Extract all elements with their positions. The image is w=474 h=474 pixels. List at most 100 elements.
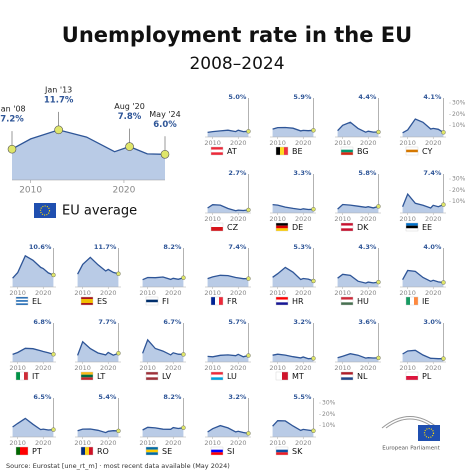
area: [272, 267, 314, 287]
flag-stripe: [211, 149, 223, 153]
y-tick-label: 10%: [322, 422, 336, 429]
flag-border: [275, 446, 289, 456]
flag-stripe: [146, 452, 158, 455]
flag-stripe: [276, 447, 288, 450]
x-tick-label: 2010: [334, 215, 351, 223]
x-tick-label: 2010: [9, 364, 26, 372]
country-label: PL: [422, 372, 432, 381]
flag-stripe: [81, 374, 93, 378]
flag-stripe: [341, 152, 353, 155]
x-tick-label: 2010: [9, 289, 26, 297]
flag-border: [275, 371, 289, 381]
flag-stripe: [341, 149, 353, 153]
value-label: 5.9%: [293, 93, 312, 101]
point: [181, 352, 186, 357]
source: Source: Eurostat [une_rt_m] · most recen…: [6, 462, 230, 470]
flag-border: [340, 371, 354, 381]
country-label: BE: [292, 147, 303, 156]
x-tick-label: 2020: [100, 289, 117, 297]
flag-stripe: [211, 152, 223, 155]
flag-stripe: [211, 223, 223, 227]
point: [51, 272, 56, 278]
x-tick-label: 2010: [269, 215, 286, 223]
x-tick-label: 2010: [74, 439, 91, 447]
point: [441, 280, 446, 285]
flag-stripe: [81, 297, 93, 299]
flag-border: [15, 371, 29, 381]
country-label: IT: [32, 372, 39, 381]
area: [77, 429, 119, 437]
line: [337, 273, 379, 284]
flag-border: [405, 296, 419, 306]
flag-stripe: [24, 447, 28, 455]
value-label: 6.8%: [33, 318, 52, 326]
flag-stripe: [276, 302, 288, 305]
flag-stripe: [85, 447, 89, 455]
line: [142, 276, 184, 281]
value-label: 2.7%: [228, 169, 247, 177]
y-tick-label: 30%: [322, 400, 336, 407]
flag-stripe: [406, 147, 418, 150]
x-tick-label: 2020: [425, 289, 442, 297]
flag-stripe: [406, 149, 418, 153]
legend-label: EU average: [62, 204, 137, 219]
x-tick-label: 2010: [19, 186, 42, 196]
value-label: 3.0%: [423, 318, 442, 326]
country-label: LV: [162, 372, 172, 381]
x-tick-label: 2020: [35, 289, 52, 297]
flag-border: [405, 146, 419, 156]
point: [441, 130, 446, 135]
point: [160, 149, 170, 159]
x-tick-label: 2020: [112, 186, 135, 196]
point-label: Aug '20: [114, 102, 145, 111]
x-tick-label: 2010: [334, 364, 351, 372]
country-label: AT: [227, 147, 237, 156]
flag-stripe: [341, 372, 353, 375]
flag-stripe: [284, 147, 288, 155]
x-tick-label: 2020: [425, 139, 442, 147]
country-label: LT: [97, 372, 105, 381]
flag-stripe: [341, 297, 353, 300]
flag-stripe: [410, 297, 414, 305]
x-tick-label: 2020: [100, 364, 117, 372]
flag-stripe: [146, 374, 158, 378]
flag-stripe: [20, 372, 24, 380]
flag-stripe: [81, 447, 85, 455]
subtitle: 2008–2024: [189, 54, 284, 74]
flag-stripe: [81, 299, 93, 301]
point: [116, 351, 121, 356]
area: [272, 127, 314, 137]
area: [402, 350, 444, 362]
flag-border: [340, 296, 354, 306]
flag-stripe: [146, 449, 158, 453]
x-tick-label: 2020: [230, 139, 247, 147]
x-tick-label: 2020: [165, 364, 182, 372]
flag-stripe: [16, 300, 28, 302]
country-label: DK: [357, 223, 369, 232]
area: [142, 427, 184, 437]
flag-stripe: [20, 447, 24, 455]
line: [12, 254, 54, 279]
point: [246, 353, 251, 358]
flag-stripe: [219, 297, 223, 305]
value-label: 5.8%: [358, 169, 377, 177]
flag-stripe: [211, 372, 223, 375]
point-label: Jan '13: [44, 85, 72, 94]
value-label: 7.4%: [228, 243, 247, 251]
country-label: BG: [357, 147, 369, 156]
x-tick-label: 2010: [204, 139, 221, 147]
value-label: 7.2%: [0, 115, 24, 125]
line: [272, 420, 314, 432]
flag-stripe: [276, 223, 288, 226]
flag-stripe: [211, 297, 215, 305]
country-label: RO: [97, 447, 109, 456]
point: [311, 428, 316, 433]
x-tick-label: 2010: [269, 289, 286, 297]
country-label: EL: [32, 297, 42, 306]
x-tick-label: 2020: [230, 215, 247, 223]
flag-stripe: [282, 372, 288, 380]
line: [337, 203, 379, 210]
flag-stripe: [16, 298, 28, 301]
flag-border: [15, 446, 29, 456]
